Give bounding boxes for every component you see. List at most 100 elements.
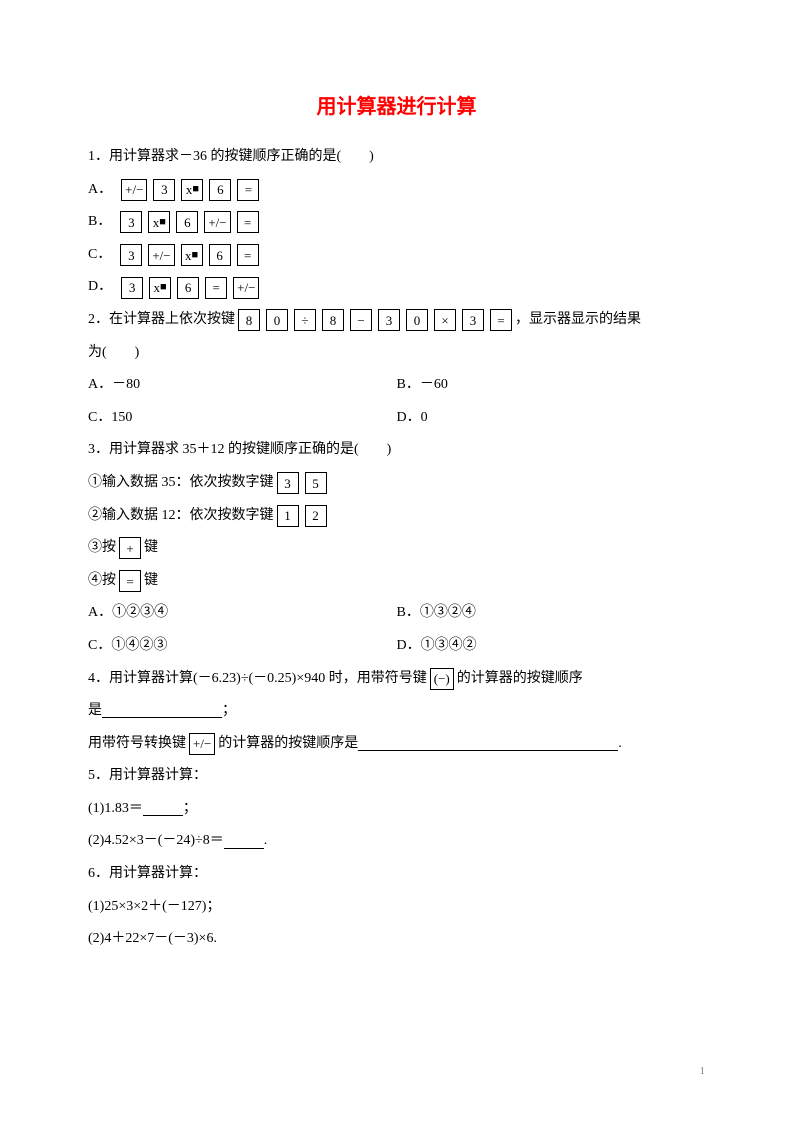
q4-mid: 的计算器的按键顺序 <box>457 666 583 693</box>
q4-line2: 是 ； <box>88 698 705 725</box>
key-2: 2 <box>305 505 327 527</box>
q2-opt-c: C．150 <box>88 405 397 432</box>
q3-opt-b: B．①③②④ <box>397 600 706 627</box>
q2-opts-row2: C．150 D．0 <box>88 405 705 432</box>
q1-option-d: D． 3 x■ 6 = +/− <box>88 274 705 301</box>
q2-stem-line1: 2．在计算器上依次按键 8 0 ÷ 8 − 3 0 × 3 = ，显示器显示的结… <box>88 307 705 334</box>
q3-step3: ③按 + 键 <box>88 535 705 562</box>
key-3: 3 <box>153 179 175 201</box>
key-6: 6 <box>209 244 231 266</box>
q3-s3-pre: ③按 <box>88 535 116 562</box>
opt-label: C． <box>88 242 111 269</box>
q2-post: ，显示器显示的结果 <box>515 307 641 334</box>
q6-stem: 6．用计算器计算： <box>88 861 705 888</box>
key-div: ÷ <box>294 309 316 331</box>
key-3: 3 <box>121 277 143 299</box>
key-3: 3 <box>378 309 400 331</box>
q3-opts-row1: A．①②③④ B．①③②④ <box>88 600 705 627</box>
key-8: 8 <box>238 309 260 331</box>
q3-opts-row2: C．①④②③ D．①③④② <box>88 633 705 660</box>
opt-label: D． <box>88 274 112 301</box>
key-3: 3 <box>120 244 142 266</box>
q2-opt-a: A．－80 <box>88 372 397 399</box>
q3-stem: 3．用计算器求 35＋12 的按键顺序正确的是( ) <box>88 437 705 464</box>
key-eq: = <box>237 244 259 266</box>
q4-l2b: ； <box>222 698 236 725</box>
key-neg: (−) <box>430 668 454 690</box>
key-5: 5 <box>305 472 327 494</box>
q1-option-b: B． 3 x■ 6 +/− = <box>88 209 705 236</box>
q5-p1b: ； <box>183 796 197 823</box>
key-eq: = <box>119 570 141 592</box>
blank <box>143 802 183 816</box>
q5-p1a: (1)1.83＝ <box>88 796 143 823</box>
key-6: 6 <box>177 277 199 299</box>
key-6: 6 <box>209 179 231 201</box>
opt-label: A． <box>88 177 112 204</box>
q5-stem: 5．用计算器计算： <box>88 763 705 790</box>
opt-label: B． <box>88 209 111 236</box>
key-pm: +/− <box>189 733 215 755</box>
key-pm: +/− <box>121 179 147 201</box>
q4-l2a: 是 <box>88 698 102 725</box>
q6-part2: (2)4＋22×7－(－3)×6. <box>88 926 705 953</box>
key-xsq: x■ <box>181 179 203 201</box>
q6-part1: (1)25×3×2＋(－127)； <box>88 894 705 921</box>
q5-p2a: (2)4.52×3－(－24)÷8＝ <box>88 828 224 855</box>
q4-line1: 4．用计算器计算(－6.23)÷(－0.25)×940 时，用带符号键 (−) … <box>88 666 705 693</box>
q3-opt-d: D．①③④② <box>397 633 706 660</box>
key-0: 0 <box>406 309 428 331</box>
key-pm: +/− <box>148 244 174 266</box>
q3-step1: ①输入数据 35：依次按数字键 3 5 <box>88 470 705 497</box>
key-eq: = <box>237 179 259 201</box>
q5-part1: (1)1.83＝ ； <box>88 796 705 823</box>
blank <box>358 737 618 751</box>
key-6: 6 <box>176 211 198 233</box>
q4-l3b: 的计算器的按键顺序是 <box>218 731 358 758</box>
q4-line3: 用带符号转换键 +/− 的计算器的按键顺序是 . <box>88 731 705 758</box>
q2-opts-row1: A．－80 B．－60 <box>88 372 705 399</box>
q3-opt-a: A．①②③④ <box>88 600 397 627</box>
q1-stem: 1．用计算器求－36 的按键顺序正确的是( ) <box>88 144 705 171</box>
blank <box>224 835 264 849</box>
q1-option-a: A． +/− 3 x■ 6 = <box>88 177 705 204</box>
key-xsq: x■ <box>149 277 171 299</box>
q3-s1-pre: ①输入数据 35：依次按数字键 <box>88 470 274 497</box>
q3-s4-pre: ④按 <box>88 568 116 595</box>
q2-stem-line2: 为( ) <box>88 340 705 367</box>
page-title: 用计算器进行计算 <box>88 88 705 126</box>
key-eq: = <box>490 309 512 331</box>
page-number: 1 <box>700 1061 706 1082</box>
q5-p2b: . <box>264 828 268 855</box>
q3-opt-c: C．①④②③ <box>88 633 397 660</box>
q2-opt-b: B．－60 <box>397 372 706 399</box>
key-1: 1 <box>277 505 299 527</box>
key-3: 3 <box>277 472 299 494</box>
blank <box>102 704 222 718</box>
q1-option-c: C． 3 +/− x■ 6 = <box>88 242 705 269</box>
q4-pre: 4．用计算器计算(－6.23)÷(－0.25)×940 时，用带符号键 <box>88 666 427 693</box>
key-3: 3 <box>462 309 484 331</box>
q3-s4-post: 键 <box>144 568 158 595</box>
q2-pre: 2．在计算器上依次按键 <box>88 307 235 334</box>
key-3: 3 <box>120 211 142 233</box>
q3-s3-post: 键 <box>144 535 158 562</box>
key-pm: +/− <box>233 277 259 299</box>
key-mul: × <box>434 309 456 331</box>
key-plus: + <box>119 537 141 559</box>
key-xsq: x■ <box>181 244 203 266</box>
key-xsq: x■ <box>148 211 170 233</box>
q4-l3c: . <box>618 731 622 758</box>
q2-opt-d: D．0 <box>397 405 706 432</box>
key-eq: = <box>237 211 259 233</box>
q3-s2-pre: ②输入数据 12：依次按数字键 <box>88 503 274 530</box>
key-minus: − <box>350 309 372 331</box>
key-0: 0 <box>266 309 288 331</box>
q4-l3a: 用带符号转换键 <box>88 731 186 758</box>
q3-step4: ④按 = 键 <box>88 568 705 595</box>
key-eq: = <box>205 277 227 299</box>
q5-part2: (2)4.52×3－(－24)÷8＝ . <box>88 828 705 855</box>
key-8: 8 <box>322 309 344 331</box>
key-pm: +/− <box>204 211 230 233</box>
q3-step2: ②输入数据 12：依次按数字键 1 2 <box>88 503 705 530</box>
